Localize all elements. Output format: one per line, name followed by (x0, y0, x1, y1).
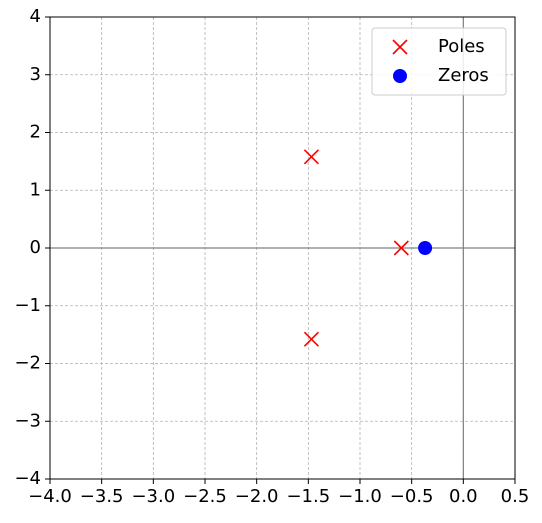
x-tick-label: 0.0 (449, 486, 478, 507)
legend-label: Zeros (438, 65, 489, 86)
marker-stroke (392, 39, 408, 55)
marker-stroke (303, 331, 319, 347)
x-tick-label: 0.5 (501, 486, 530, 507)
zero-marker (418, 241, 433, 255)
y-tick-label: −2 (14, 353, 41, 374)
y-tick-label: 4 (30, 6, 41, 27)
legend: Poles Zeros (371, 27, 507, 96)
y-tick-label: 2 (30, 122, 41, 143)
x-tick-label: −3.0 (131, 486, 175, 507)
y-tick-label: 1 (30, 179, 41, 200)
x-tick-label: −1.5 (286, 486, 330, 507)
marker-stroke (393, 240, 409, 256)
legend-marker (393, 69, 407, 83)
marker-stroke (303, 149, 319, 165)
y-tick-label: 0 (30, 237, 41, 258)
x-tick-label: −3.5 (80, 486, 124, 507)
y-tick-label: 3 (30, 64, 41, 85)
legend-label: Poles (438, 36, 485, 57)
y-tick-label: −3 (14, 410, 41, 431)
y-tick-label: −1 (14, 295, 41, 316)
x-tick-label: −1.0 (338, 486, 382, 507)
x-tick-label: −4.0 (28, 486, 72, 507)
y-tick-label: −4 (14, 468, 41, 489)
x-tick-label: −2.0 (235, 486, 279, 507)
pole-marker (303, 331, 319, 347)
legend-marker (392, 39, 408, 55)
x-tick-label: −0.5 (390, 486, 434, 507)
x-tick-label: −2.5 (183, 486, 227, 507)
plot-frame (49, 16, 516, 480)
pole-marker (303, 149, 319, 165)
pole-marker (393, 240, 409, 256)
